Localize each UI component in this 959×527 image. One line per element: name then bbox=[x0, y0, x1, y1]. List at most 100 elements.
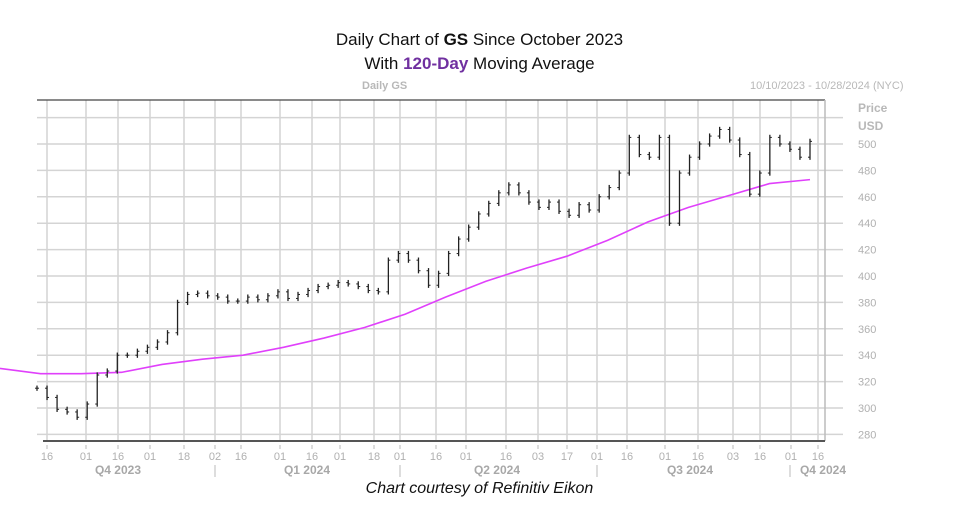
price-bar bbox=[757, 170, 762, 197]
x-tick-label: 01 bbox=[394, 451, 406, 463]
price-bar bbox=[536, 199, 541, 210]
x-tick-label: 16 bbox=[621, 451, 633, 463]
x-tick-label: 16 bbox=[812, 451, 824, 463]
price-bar bbox=[65, 406, 70, 415]
x-tick-label: 17 bbox=[561, 451, 573, 463]
price-bar bbox=[707, 133, 712, 147]
price-bar bbox=[657, 134, 662, 160]
price-bar bbox=[697, 141, 702, 160]
x-tick-label: 16 bbox=[235, 451, 247, 463]
x-tick-label: 01 bbox=[334, 451, 346, 463]
x-tick-label: 03 bbox=[727, 451, 739, 463]
price-bar bbox=[346, 279, 351, 287]
price-bar bbox=[175, 299, 180, 336]
price-bar bbox=[95, 372, 100, 407]
price-bar bbox=[396, 250, 401, 263]
price-bar bbox=[135, 348, 140, 358]
price-bar bbox=[808, 138, 812, 160]
price-bar bbox=[316, 283, 321, 294]
price-bar bbox=[275, 289, 280, 299]
quarter-label: Q3 2024 bbox=[667, 463, 713, 477]
x-tick-label: 03 bbox=[532, 451, 544, 463]
ma-period: 120-Day bbox=[403, 54, 469, 73]
x-tick-label: 01 bbox=[659, 451, 671, 463]
price-bar bbox=[105, 368, 110, 378]
x-tick-label: 16 bbox=[692, 451, 704, 463]
y-tick-label: 280 bbox=[858, 429, 876, 441]
price-bar bbox=[737, 137, 742, 158]
price-bar bbox=[587, 202, 592, 213]
price-bar bbox=[506, 182, 511, 196]
chart-credit: Chart courtesy of Refinitiv Eikon bbox=[365, 480, 594, 497]
price-bar bbox=[406, 250, 411, 263]
x-tick-label: 01 bbox=[591, 451, 603, 463]
price-bar bbox=[637, 134, 642, 158]
price-bar bbox=[446, 250, 451, 276]
y-tick-label: 440 bbox=[858, 218, 876, 230]
y-tick-label: 380 bbox=[858, 297, 876, 309]
price-bar bbox=[426, 268, 431, 288]
axis-unit-price: Price bbox=[858, 101, 888, 115]
price-bar bbox=[416, 257, 421, 274]
price-bar bbox=[597, 194, 602, 213]
x-tick-label: 16 bbox=[112, 451, 124, 463]
price-bar bbox=[55, 394, 60, 412]
price-bar bbox=[687, 154, 692, 176]
x-tick-label: 02 bbox=[209, 451, 221, 463]
price-bar bbox=[496, 190, 501, 207]
ticker: GS bbox=[443, 30, 469, 49]
price-bar bbox=[225, 294, 230, 304]
y-tick-label: 480 bbox=[858, 165, 876, 177]
x-tick-label: 16 bbox=[754, 451, 766, 463]
price-bar bbox=[436, 270, 441, 288]
price-bar bbox=[115, 352, 120, 374]
price-bar bbox=[195, 290, 200, 298]
price-bar bbox=[667, 134, 672, 226]
price-bar bbox=[235, 298, 240, 304]
price-bar bbox=[326, 282, 331, 290]
price-bar bbox=[255, 294, 260, 303]
price-bar bbox=[607, 184, 612, 200]
quarter-label: Q1 2024 bbox=[284, 463, 330, 477]
price-bar bbox=[486, 200, 491, 217]
price-bar bbox=[577, 202, 582, 218]
x-tick-label: 01 bbox=[460, 451, 472, 463]
price-bar bbox=[145, 344, 150, 354]
y-tick-label: 460 bbox=[858, 192, 876, 204]
price-bar bbox=[677, 170, 682, 226]
quarter-label: Q4 2024 bbox=[800, 463, 846, 477]
y-tick-label: 340 bbox=[858, 350, 876, 362]
x-tick-label: 01 bbox=[785, 451, 797, 463]
price-bar bbox=[265, 293, 270, 303]
y-tick-label: 300 bbox=[858, 403, 876, 415]
x-tick-label: 01 bbox=[80, 451, 92, 463]
price-bar bbox=[777, 134, 782, 147]
price-bar bbox=[787, 141, 792, 152]
price-bar bbox=[306, 287, 311, 298]
price-bar bbox=[516, 182, 521, 196]
chart-header-label: Daily GS bbox=[362, 80, 408, 92]
y-tick-label: 320 bbox=[858, 377, 876, 389]
x-tick-label: 16 bbox=[500, 451, 512, 463]
price-bar bbox=[717, 126, 722, 139]
moving-average-line bbox=[0, 178, 811, 375]
y-tick-label: 360 bbox=[858, 324, 876, 336]
price-bar bbox=[557, 199, 562, 214]
y-tick-label: 420 bbox=[858, 245, 876, 257]
y-tick-label: 500 bbox=[858, 139, 876, 151]
x-tick-label: 01 bbox=[144, 451, 156, 463]
price-bar bbox=[617, 170, 622, 191]
price-bar bbox=[466, 224, 471, 242]
x-tick-label: 16 bbox=[41, 451, 53, 463]
axis-unit-usd: USD bbox=[858, 119, 884, 133]
quarter-label: Q2 2024 bbox=[474, 463, 520, 477]
price-bar bbox=[45, 385, 50, 401]
date-range: 10/10/2023 - 10/28/2024 (NYC) bbox=[750, 80, 904, 92]
price-bar bbox=[747, 151, 752, 197]
price-bar bbox=[35, 385, 39, 391]
y-tick-label: 400 bbox=[858, 271, 876, 283]
price-bar bbox=[285, 289, 290, 302]
price-bar bbox=[727, 126, 732, 143]
price-bar bbox=[567, 208, 572, 218]
